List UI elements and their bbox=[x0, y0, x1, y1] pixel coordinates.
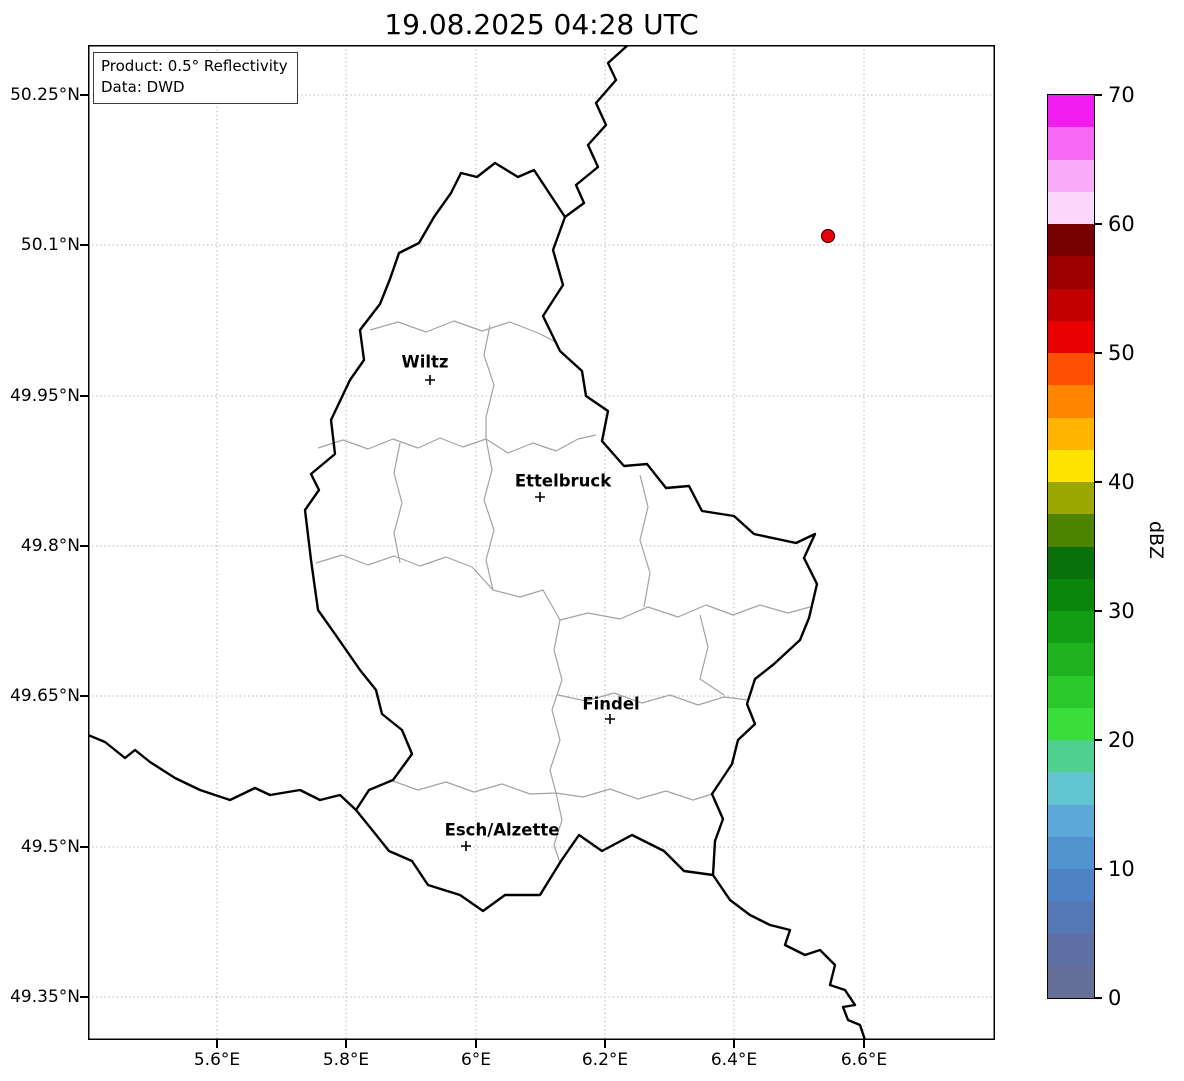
district-borders bbox=[315, 320, 811, 864]
colorbar-segment bbox=[1048, 674, 1094, 708]
colorbar-segment bbox=[1048, 771, 1094, 805]
colorbar-tick-mark bbox=[1095, 997, 1102, 999]
colorbar-axis-label: dBZ bbox=[1145, 520, 1167, 560]
colorbar-tick-mark bbox=[1095, 223, 1102, 225]
city-label: Ettelbruck bbox=[514, 471, 612, 491]
colorbar-segment bbox=[1048, 835, 1094, 869]
colorbar-segment bbox=[1048, 900, 1094, 934]
map-svg bbox=[88, 45, 995, 1040]
colorbar-segment bbox=[1048, 448, 1094, 482]
city-markers bbox=[425, 375, 615, 851]
city-marker bbox=[535, 492, 545, 502]
plot-area: Product: 0.5° Reflectivity Data: DWD Wil… bbox=[88, 45, 995, 1040]
info-box: Product: 0.5° Reflectivity Data: DWD bbox=[93, 52, 298, 104]
city-label: Wiltz bbox=[401, 352, 449, 372]
colorbar-segment bbox=[1048, 739, 1094, 773]
france-germany-border bbox=[712, 874, 867, 1040]
colorbar-segment bbox=[1048, 384, 1094, 418]
colorbar-tick-label: 60 bbox=[1108, 212, 1135, 236]
colorbar-segment bbox=[1048, 932, 1094, 966]
luxembourg-border bbox=[303, 161, 819, 913]
city-marker bbox=[461, 841, 471, 851]
colorbar-segment bbox=[1048, 642, 1094, 676]
colorbar-tick-label: 50 bbox=[1108, 341, 1135, 365]
colorbar-segment bbox=[1048, 319, 1094, 353]
city-label: Esch/Alzette bbox=[444, 820, 560, 840]
colorbar-segment bbox=[1048, 513, 1094, 547]
colorbar-segment bbox=[1048, 545, 1094, 579]
x-tick-label: 6.2°E bbox=[581, 1050, 629, 1070]
colorbar bbox=[1047, 94, 1095, 999]
colorbar-segment bbox=[1048, 158, 1094, 192]
city-marker bbox=[425, 375, 435, 385]
x-tick-label: 6.4°E bbox=[710, 1050, 758, 1070]
y-tick-label: 50.1°N bbox=[20, 235, 80, 255]
x-tick-mark bbox=[604, 1040, 606, 1048]
colorbar-segment bbox=[1048, 255, 1094, 289]
colorbar-tick-label: 10 bbox=[1108, 857, 1135, 881]
colorbar-segment bbox=[1048, 223, 1094, 257]
y-tick-mark bbox=[80, 395, 88, 397]
x-tick-label: 5.8°E bbox=[322, 1050, 370, 1070]
y-tick-mark bbox=[80, 996, 88, 998]
y-tick-mark bbox=[80, 244, 88, 246]
plot-frame bbox=[88, 45, 995, 1040]
colorbar-segment bbox=[1048, 352, 1094, 386]
colorbar-segment bbox=[1048, 803, 1094, 837]
radar-site-marker bbox=[820, 228, 836, 244]
colorbar-tick-mark bbox=[1095, 481, 1102, 483]
colorbar-segment bbox=[1048, 964, 1094, 998]
colorbar-segment bbox=[1048, 190, 1094, 224]
y-tick-mark bbox=[80, 94, 88, 96]
colorbar-segment bbox=[1048, 287, 1094, 321]
x-tick-mark bbox=[345, 1040, 347, 1048]
y-tick-mark bbox=[80, 846, 88, 848]
colorbar-segment bbox=[1048, 706, 1094, 740]
x-tick-mark bbox=[475, 1040, 477, 1048]
colorbar-segment bbox=[1048, 577, 1094, 611]
colorbar-tick-label: 0 bbox=[1108, 986, 1122, 1010]
colorbar-tick-mark bbox=[1095, 868, 1102, 870]
city-marker bbox=[605, 714, 615, 724]
colorbar-segment bbox=[1048, 126, 1094, 160]
y-tick-label: 50.25°N bbox=[10, 85, 80, 105]
colorbar-tick-label: 40 bbox=[1108, 470, 1135, 494]
france-belgium-border bbox=[88, 733, 357, 811]
info-line-data: Data: DWD bbox=[101, 78, 185, 96]
colorbar-tick-mark bbox=[1095, 610, 1102, 612]
x-tick-mark bbox=[863, 1040, 865, 1048]
y-tick-mark bbox=[80, 695, 88, 697]
y-tick-label: 49.8°N bbox=[20, 536, 80, 556]
info-line-product: Product: 0.5° Reflectivity bbox=[101, 57, 288, 75]
colorbar-segment bbox=[1048, 481, 1094, 515]
plot-title: 19.08.2025 04:28 UTC bbox=[384, 8, 699, 41]
x-tick-label: 5.6°E bbox=[193, 1050, 241, 1070]
x-tick-label: 6°E bbox=[460, 1050, 492, 1070]
y-tick-label: 49.65°N bbox=[10, 686, 80, 706]
colorbar-tick-mark bbox=[1095, 739, 1102, 741]
colorbar-tick-mark bbox=[1095, 352, 1102, 354]
colorbar-tick-label: 30 bbox=[1108, 599, 1135, 623]
belgium-germany-border bbox=[564, 45, 629, 218]
colorbar-tick-label: 70 bbox=[1108, 83, 1135, 107]
colorbar-segment bbox=[1048, 416, 1094, 450]
y-tick-label: 49.95°N bbox=[10, 386, 80, 406]
colorbar-segment bbox=[1048, 610, 1094, 644]
colorbar-segment bbox=[1048, 95, 1094, 128]
colorbar-tick-mark bbox=[1095, 94, 1102, 96]
y-tick-label: 49.5°N bbox=[20, 837, 80, 857]
gridlines bbox=[88, 45, 995, 1040]
city-label: Findel bbox=[582, 694, 640, 714]
colorbar-segment bbox=[1048, 868, 1094, 902]
x-tick-mark bbox=[733, 1040, 735, 1048]
y-tick-mark bbox=[80, 545, 88, 547]
x-tick-label: 6.6°E bbox=[840, 1050, 888, 1070]
colorbar-tick-label: 20 bbox=[1108, 728, 1135, 752]
y-tick-label: 49.35°N bbox=[10, 987, 80, 1007]
x-tick-mark bbox=[216, 1040, 218, 1048]
